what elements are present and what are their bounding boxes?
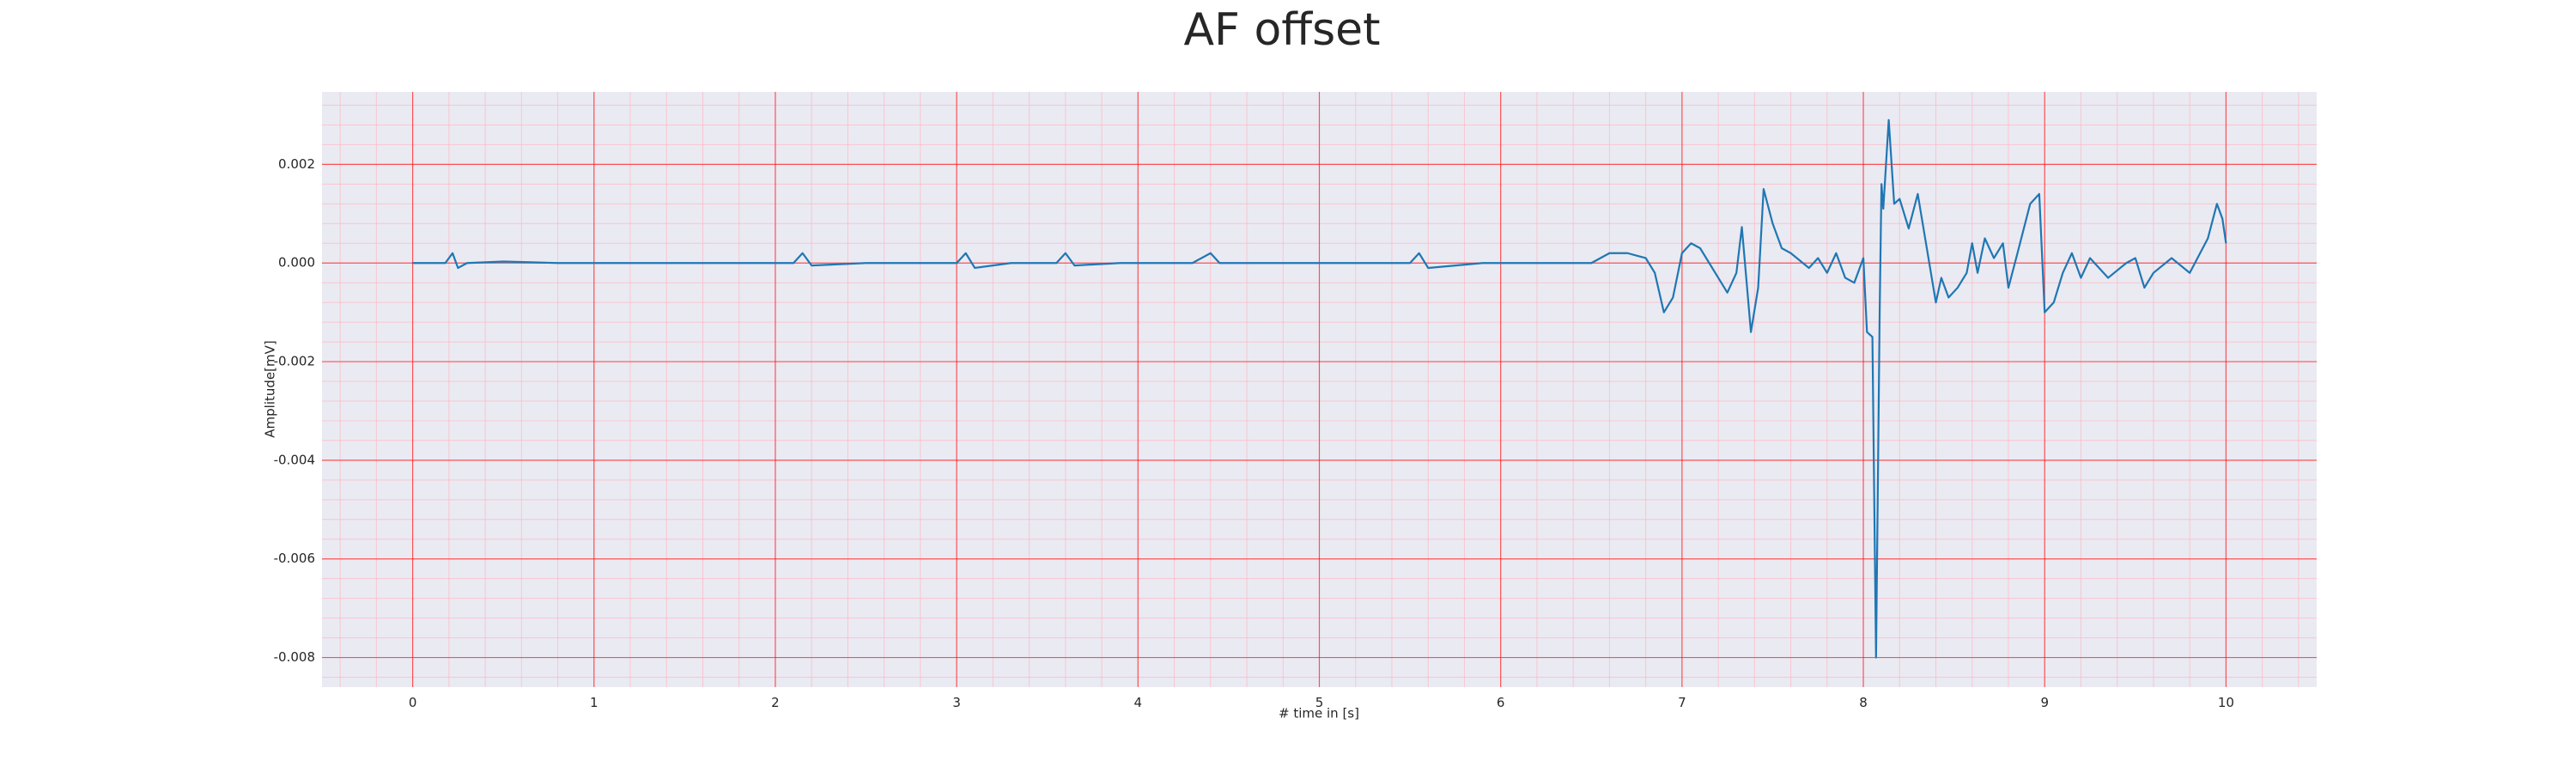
x-tick-label: 1 (590, 695, 598, 710)
y-tick-label: 0.002 (278, 156, 315, 172)
x-tick-label: 2 (771, 695, 780, 710)
y-tick-label: -0.006 (274, 551, 315, 566)
x-tick-label: 4 (1134, 695, 1143, 710)
data-line (412, 119, 2227, 659)
x-tick-label: 0 (409, 695, 417, 710)
y-tick-label: -0.002 (274, 354, 315, 369)
chart-title: AF offset (1183, 4, 1380, 56)
y-tick-label: -0.004 (274, 452, 315, 467)
y-tick-label: -0.008 (274, 649, 315, 665)
x-tick-label: 9 (2040, 695, 2049, 710)
x-tick-label: 8 (1859, 695, 1868, 710)
x-tick-label: 5 (1315, 695, 1324, 710)
x-tick-label: 3 (952, 695, 961, 710)
x-tick-label: 10 (2218, 695, 2234, 710)
y-tick-label: 0.000 (278, 255, 315, 271)
y-axis-label: Amplitude[mV] (263, 340, 278, 437)
x-tick-label: 7 (1678, 695, 1686, 710)
x-tick-label: 6 (1497, 695, 1505, 710)
x-axis-label: # time in [s] (1279, 706, 1359, 721)
